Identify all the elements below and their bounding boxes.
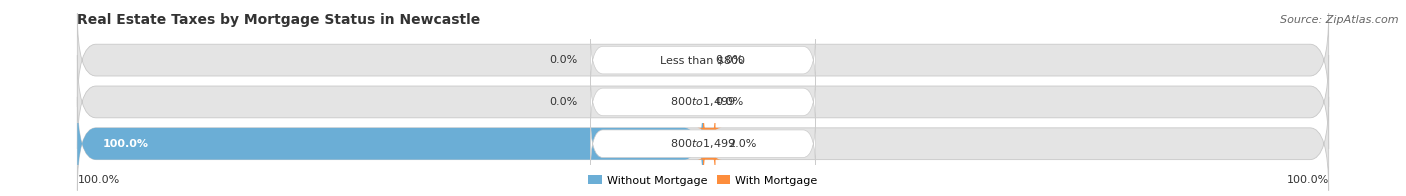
FancyBboxPatch shape	[697, 97, 721, 191]
Legend: Without Mortgage, With Mortgage: Without Mortgage, With Mortgage	[583, 171, 823, 190]
Text: Real Estate Taxes by Mortgage Status in Newcastle: Real Estate Taxes by Mortgage Status in …	[77, 13, 481, 27]
Text: $800 to $1,499: $800 to $1,499	[671, 137, 735, 150]
Text: 0.0%: 0.0%	[716, 97, 744, 107]
FancyBboxPatch shape	[77, 13, 1329, 107]
Text: Less than $800: Less than $800	[661, 55, 745, 65]
FancyBboxPatch shape	[77, 97, 703, 191]
Text: 2.0%: 2.0%	[728, 139, 756, 149]
Text: 100.0%: 100.0%	[77, 175, 120, 185]
Text: 0.0%: 0.0%	[550, 55, 578, 65]
FancyBboxPatch shape	[591, 116, 815, 172]
FancyBboxPatch shape	[77, 97, 1329, 191]
Text: Source: ZipAtlas.com: Source: ZipAtlas.com	[1281, 15, 1399, 25]
Text: $800 to $1,499: $800 to $1,499	[671, 95, 735, 108]
FancyBboxPatch shape	[591, 74, 815, 130]
Text: 0.0%: 0.0%	[716, 55, 744, 65]
Text: 100.0%: 100.0%	[103, 139, 149, 149]
FancyBboxPatch shape	[591, 32, 815, 88]
Text: 100.0%: 100.0%	[1286, 175, 1329, 185]
FancyBboxPatch shape	[77, 55, 1329, 149]
Text: 0.0%: 0.0%	[550, 97, 578, 107]
